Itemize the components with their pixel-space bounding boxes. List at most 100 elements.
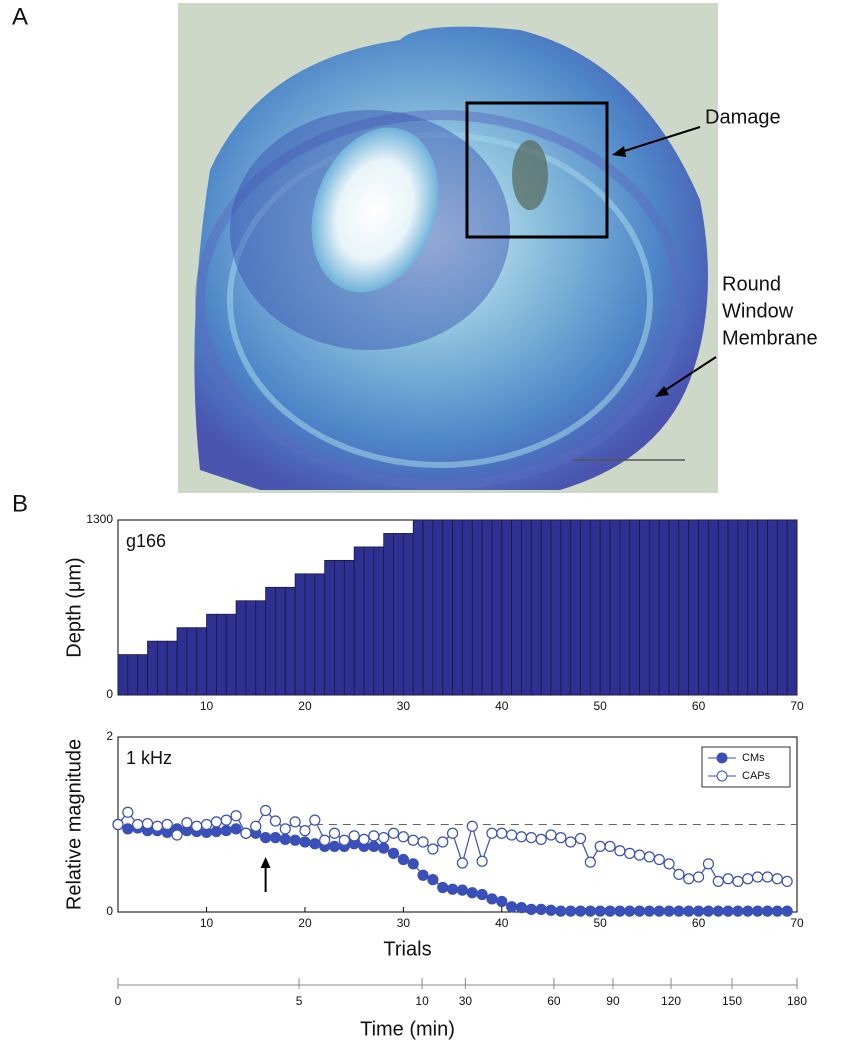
data-point (506, 901, 518, 913)
data-point (358, 833, 370, 845)
data-point (742, 905, 754, 917)
data-point (574, 905, 587, 917)
data-point (555, 905, 567, 917)
bar (216, 613, 227, 696)
data-point (702, 858, 715, 870)
data-point (319, 834, 331, 846)
data-point (624, 847, 636, 859)
data-point (722, 905, 734, 917)
bar (383, 533, 394, 696)
bar (560, 519, 572, 696)
bar (570, 519, 581, 696)
bar (767, 519, 778, 696)
bar (629, 519, 640, 696)
data-point (446, 827, 459, 839)
data-point (545, 829, 557, 841)
data-point (565, 905, 577, 917)
x-tick-label: 30 (397, 699, 411, 713)
data-point (456, 857, 469, 869)
x-tick-label: 70 (790, 699, 804, 713)
bar (324, 559, 335, 696)
data-point (338, 834, 350, 846)
bar (540, 519, 552, 696)
data-point (417, 869, 429, 881)
data-point (466, 820, 478, 832)
damage-box (465, 101, 609, 239)
data-point (752, 871, 764, 883)
data-point (702, 905, 715, 917)
bar (599, 519, 611, 696)
bar (619, 519, 631, 696)
data-point (328, 827, 341, 839)
data-point (496, 827, 508, 839)
bar (462, 519, 473, 696)
data-point (712, 875, 724, 887)
bar (127, 654, 139, 696)
bar (393, 533, 404, 696)
data-point (486, 893, 498, 905)
legend-marker (716, 752, 728, 764)
data-point (407, 834, 419, 846)
data-point (535, 903, 547, 915)
time-tick-label: 150 (722, 994, 742, 1008)
data-point (220, 814, 232, 826)
bar (747, 519, 759, 696)
data-point (633, 905, 646, 917)
data-point (761, 871, 774, 883)
data-point (141, 818, 154, 830)
bar (609, 519, 621, 696)
bar (284, 586, 296, 696)
data-point (633, 849, 646, 861)
data-point (230, 823, 242, 835)
data-point (722, 873, 734, 885)
x-tick-label: 10 (200, 699, 214, 713)
data-point (653, 905, 665, 917)
data-point (555, 832, 567, 844)
data-point (476, 855, 488, 867)
data-point (378, 832, 390, 844)
data-point (486, 827, 498, 839)
y-tick-label: 0 (106, 687, 113, 701)
data-point (279, 823, 291, 835)
bar (727, 519, 739, 696)
bar (688, 519, 699, 696)
bar (471, 519, 483, 696)
data-point (260, 832, 272, 844)
x-axis-label: Trials (383, 938, 431, 960)
data-point (781, 875, 793, 887)
bar (363, 546, 375, 696)
annotation: Round (722, 273, 781, 295)
bar (658, 519, 670, 696)
x-tick-label: 40 (495, 916, 509, 930)
data-point (515, 831, 528, 843)
bar (550, 519, 562, 696)
data-point (161, 818, 173, 831)
bar (353, 546, 365, 696)
time-tick-label: 0 (115, 994, 122, 1008)
data-point (368, 830, 380, 842)
bar (639, 519, 650, 696)
bar (166, 640, 178, 696)
data-point (269, 832, 282, 844)
data-point (299, 836, 311, 848)
bar (235, 600, 247, 696)
bar (452, 519, 463, 696)
y-tick-label: 0 (106, 904, 113, 918)
arrowhead (655, 386, 669, 397)
bar (708, 519, 719, 696)
data-point (614, 905, 626, 917)
data-point (673, 905, 685, 917)
bar (117, 654, 129, 696)
y-tick-label: 2 (106, 729, 113, 743)
legend-label: CMs (742, 752, 765, 764)
data-point (752, 905, 764, 917)
bar (678, 519, 690, 696)
bar (156, 640, 168, 696)
data-point (663, 858, 675, 870)
data-point (181, 817, 193, 829)
bar (501, 519, 513, 696)
data-point (260, 804, 272, 817)
bar (147, 640, 158, 696)
data-point (525, 832, 537, 844)
